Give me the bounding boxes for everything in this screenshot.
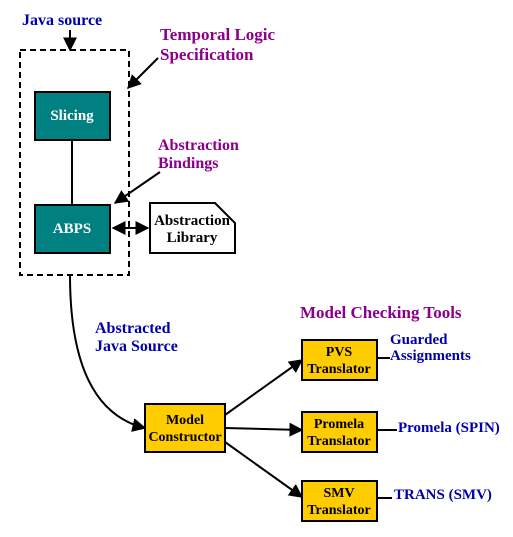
diagram-canvas: Slicing ABPS Abstraction Library Model Const… xyxy=(0,0,513,537)
arrow xyxy=(128,58,158,88)
abps-label: ABPS xyxy=(53,221,91,237)
promela_out: Promela (SPIN) xyxy=(398,420,500,436)
model_constructor-label2: Constructor xyxy=(148,430,221,445)
arrow xyxy=(115,172,160,203)
abstraction_bindings2: Bindings xyxy=(158,155,218,172)
slicing-label: Slicing xyxy=(50,108,94,124)
guarded2: Assignments xyxy=(390,348,471,364)
arrow xyxy=(225,360,302,415)
smv_translator-label2: Translator xyxy=(307,503,371,518)
abstraction_library-label2: Library xyxy=(167,230,218,246)
temporal_logic1: Temporal Logic xyxy=(160,25,276,44)
trans_out: TRANS (SMV) xyxy=(394,487,492,503)
model_constructor-label1: Model xyxy=(166,413,204,428)
promela_translator-label1: Promela xyxy=(314,417,364,432)
model_checking_tools: Model Checking Tools xyxy=(300,303,462,322)
arrow xyxy=(225,428,302,430)
smv_translator-label1: SMV xyxy=(323,486,354,501)
promela_translator-label2: Translator xyxy=(307,434,371,449)
pvs_translator-label1: PVS xyxy=(326,345,353,360)
pvs_translator-label2: Translator xyxy=(307,362,371,377)
abstracted_java1: Abstracted xyxy=(95,320,171,337)
guarded1: Guarded xyxy=(390,332,448,348)
temporal_logic2: Specification xyxy=(160,45,254,64)
arrow xyxy=(225,442,302,497)
abstraction_library-label1: Abstraction xyxy=(154,213,230,229)
java_source: Java source xyxy=(22,12,102,29)
abstraction_bindings1: Abstraction xyxy=(158,137,239,154)
abstracted_java2: Java Source xyxy=(95,338,178,355)
